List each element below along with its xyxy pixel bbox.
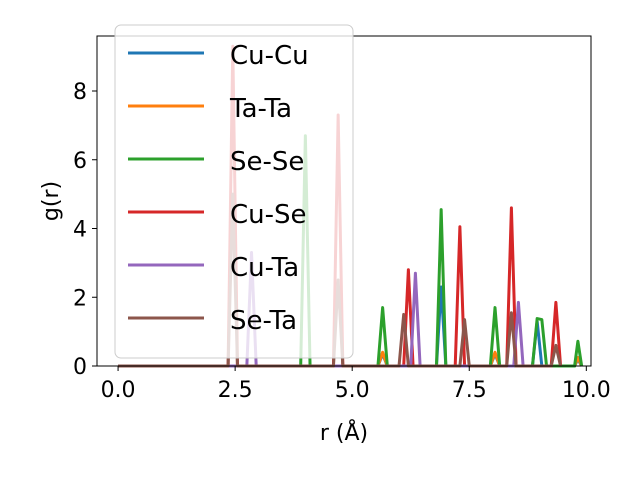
legend-label: Ta-Ta <box>229 94 292 124</box>
x-tick-label: 2.5 <box>218 378 253 403</box>
y-tick-label: 2 <box>73 286 87 311</box>
x-axis-label: r (Å) <box>320 419 368 446</box>
y-tick-label: 0 <box>73 355 87 380</box>
y-axis-label: g(r) <box>39 181 64 221</box>
y-axis: 0 2 4 6 8 <box>73 80 97 380</box>
legend-label: Se-Se <box>230 147 304 177</box>
y-tick-label: 6 <box>73 149 87 174</box>
y-tick-label: 4 <box>73 218 87 243</box>
x-tick-label: 5.0 <box>335 378 370 403</box>
x-tick-label: 7.5 <box>452 378 487 403</box>
legend-label: Cu-Ta <box>230 253 299 283</box>
legend: Cu-Cu Ta-Ta Se-Se Cu-Se Cu-Ta Se-Ta <box>114 24 354 359</box>
legend-label: Cu-Se <box>230 200 307 230</box>
legend-label: Cu-Cu <box>230 41 309 71</box>
legend-label: Se-Ta <box>230 306 297 336</box>
legend-box <box>114 24 354 359</box>
x-tick-label: 10.0 <box>562 378 611 403</box>
y-tick-label: 8 <box>73 80 87 105</box>
x-tick-label: 0.0 <box>101 378 136 403</box>
x-axis: 0.0 2.5 5.0 7.5 10.0 <box>101 366 611 403</box>
